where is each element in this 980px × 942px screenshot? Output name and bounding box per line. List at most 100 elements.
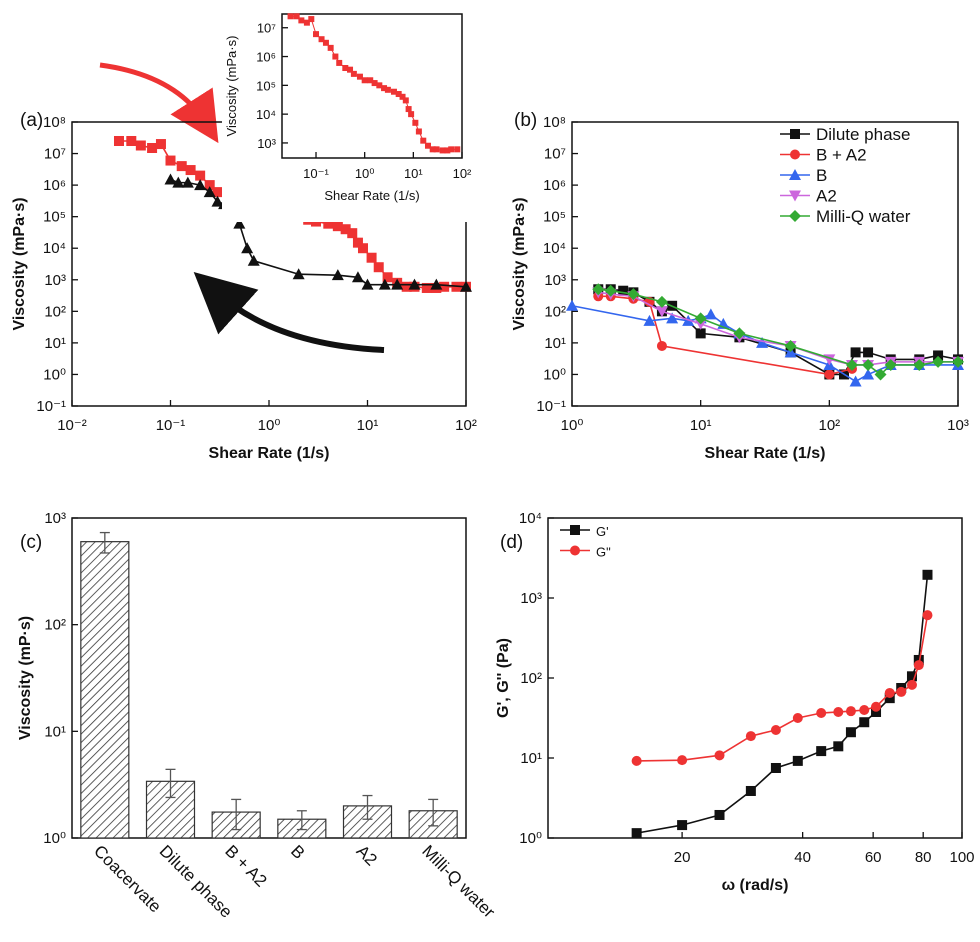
x-tick-label: 60	[865, 849, 882, 866]
point	[298, 17, 305, 24]
point	[655, 306, 668, 318]
y-tick-label: 10¹	[520, 750, 542, 767]
point	[833, 741, 844, 752]
point	[327, 44, 334, 51]
point	[454, 146, 461, 153]
y-tick-label: 10⁷	[44, 146, 66, 163]
point	[913, 654, 924, 665]
x-tick-label: 10³	[947, 417, 969, 434]
point	[323, 218, 334, 229]
point	[351, 271, 364, 283]
legend-marker	[790, 149, 800, 160]
y-tick-label: 10⁴	[43, 240, 66, 257]
point	[366, 252, 377, 263]
y-tick-label: 10⁴	[519, 510, 542, 527]
x-tick-label: 10⁻²	[57, 417, 87, 434]
point	[770, 762, 781, 773]
x-tick-label: 40	[794, 849, 811, 866]
point	[164, 173, 177, 185]
legend-label: Milli-Q water	[816, 207, 911, 226]
x-tick-label: 10⁻¹	[303, 166, 329, 181]
point	[181, 176, 194, 188]
error-bar	[362, 794, 373, 820]
y-tick-label: 10⁴	[256, 107, 276, 122]
point	[439, 147, 446, 154]
y-tick-label: 10⁷	[544, 146, 566, 163]
point	[859, 705, 870, 716]
x-tick-label: 10²	[818, 417, 840, 434]
panel-label: (b)	[514, 110, 537, 131]
x-tick-label: 10²	[455, 417, 477, 434]
point	[896, 686, 907, 697]
point	[367, 77, 374, 84]
point	[357, 243, 368, 254]
point	[135, 140, 146, 151]
legend-marker	[789, 210, 801, 222]
y-tick-label: 10⁰	[543, 366, 566, 383]
y-tick-label: 10⁸	[43, 114, 66, 131]
point	[656, 340, 667, 351]
point	[292, 268, 305, 280]
y-axis-title: G', G'' (Pa)	[495, 638, 512, 718]
y-tick-label: 10³	[44, 510, 66, 527]
error-bar	[296, 810, 307, 831]
point	[816, 708, 827, 719]
y-tick-label: 10⁵	[543, 209, 566, 226]
point	[733, 327, 746, 340]
arrow	[99, 62, 219, 144]
point	[655, 295, 668, 308]
legend-marker	[789, 190, 801, 202]
point	[331, 269, 344, 281]
point	[395, 91, 402, 98]
point	[714, 809, 725, 820]
point	[399, 93, 406, 100]
y-axis-title: Viscosity (mP·s)	[17, 616, 34, 740]
y-tick-label: 10⁰	[519, 830, 542, 847]
point	[933, 350, 944, 361]
point	[922, 569, 933, 580]
point	[952, 355, 964, 368]
point	[347, 228, 358, 239]
error-bar	[165, 768, 176, 799]
point	[677, 755, 688, 766]
point	[113, 135, 124, 146]
legend-label: B + A2	[816, 146, 867, 165]
point	[405, 106, 412, 113]
x-tick-label: Coacervate	[90, 841, 165, 916]
point	[303, 19, 310, 26]
y-tick-label: 10⁴	[543, 240, 566, 257]
point	[677, 820, 688, 831]
point	[212, 187, 223, 198]
point	[408, 111, 415, 118]
point	[195, 170, 206, 181]
point	[695, 328, 706, 339]
legend-marker	[570, 545, 580, 556]
point	[433, 146, 440, 153]
y-axis-title: Viscosity (mPa·s)	[224, 36, 239, 137]
point	[816, 746, 827, 757]
point	[308, 16, 315, 23]
point	[204, 180, 215, 191]
point	[833, 706, 844, 717]
legend-label: G'	[596, 524, 609, 539]
point	[666, 312, 679, 324]
point	[792, 755, 803, 766]
x-axis-title: Shear Rate (1/s)	[209, 445, 330, 462]
x-tick-label: 10²	[453, 166, 472, 181]
point	[862, 358, 875, 371]
point	[408, 278, 421, 290]
point	[770, 724, 781, 735]
point	[871, 701, 882, 712]
point	[792, 713, 803, 724]
point	[391, 278, 404, 290]
x-tick-label: 10¹	[690, 417, 712, 434]
x-axis-title: Shear Rate (1/s)	[324, 188, 419, 203]
point	[378, 278, 391, 290]
y-tick-label: 10³	[257, 136, 276, 151]
y-tick-label: 10⁰	[43, 366, 66, 383]
point	[704, 308, 717, 320]
y-tick-label: 10⁷	[257, 21, 276, 36]
point	[913, 660, 924, 671]
y-tick-label: 10⁶	[543, 177, 566, 194]
